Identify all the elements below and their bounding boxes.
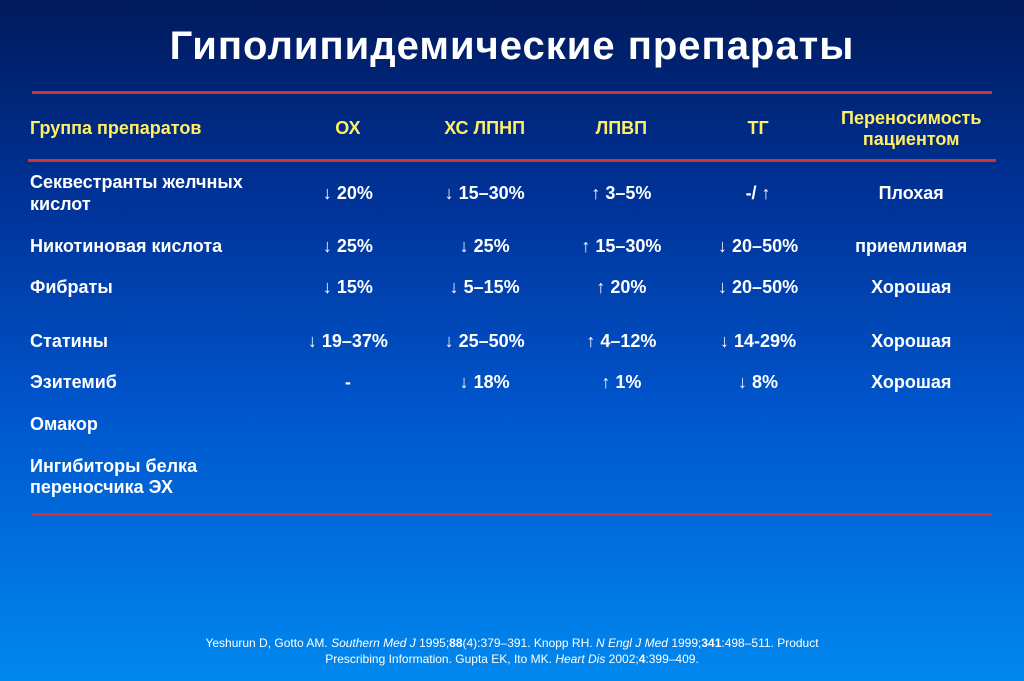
- table-row: Омакор: [28, 404, 996, 446]
- cell-ldl: ↓ 5–15%: [416, 267, 553, 309]
- cite-text: 2002;: [609, 652, 639, 666]
- cell-ox: ↓ 25%: [280, 226, 417, 268]
- th-group: Группа препаратов: [28, 102, 280, 161]
- cite-text: :498–511. Product: [721, 636, 818, 650]
- cell-tol: [826, 446, 996, 509]
- table-row: Ингибиторы белка переносчика ЭХ: [28, 446, 996, 509]
- cell-tg: ↓ 8%: [690, 362, 827, 404]
- cite-text: :399–409.: [645, 652, 698, 666]
- table-header-row: Группа препаратов ОХ ХС ЛПНП ЛПВП ТГ Пер…: [28, 102, 996, 161]
- table-row: Секвестранты желчных кислот ↓ 20% ↓ 15–3…: [28, 161, 996, 226]
- cite-journal: Southern Med J: [331, 636, 419, 650]
- th-ox: ОХ: [280, 102, 417, 161]
- cell-group: Никотиновая кислота: [28, 226, 280, 268]
- cell-tg: ↓ 14-29%: [690, 309, 827, 363]
- cell-group: Фибраты: [28, 267, 280, 309]
- cell-group: Омакор: [28, 404, 280, 446]
- cell-tg: [690, 404, 827, 446]
- cite-text: 1999;: [671, 636, 701, 650]
- cell-hdl: ↑ 3–5%: [553, 161, 690, 226]
- cell-tol: Плохая: [826, 161, 996, 226]
- cell-ox: ↓ 19–37%: [280, 309, 417, 363]
- th-tol: Переносимость пациентом: [826, 102, 996, 161]
- cell-tol: [826, 404, 996, 446]
- table-row: Эзитемиб - ↓ 18% ↑ 1% ↓ 8% Хорошая: [28, 362, 996, 404]
- cell-group: Эзитемиб: [28, 362, 280, 404]
- cell-hdl: [553, 404, 690, 446]
- cell-ldl: ↓ 25–50%: [416, 309, 553, 363]
- cell-tg: -/ ↑: [690, 161, 827, 226]
- cell-group: Секвестранты желчных кислот: [28, 161, 280, 226]
- cell-ldl: ↓ 15–30%: [416, 161, 553, 226]
- cite-vol: 341: [701, 636, 721, 650]
- cell-ox: [280, 404, 417, 446]
- cell-hdl: ↑ 20%: [553, 267, 690, 309]
- cell-ox: [280, 446, 417, 509]
- th-tg: ТГ: [690, 102, 827, 161]
- bottom-rule: [32, 513, 992, 516]
- cell-ldl: [416, 404, 553, 446]
- cell-ldl: ↓ 18%: [416, 362, 553, 404]
- cell-hdl: ↑ 4–12%: [553, 309, 690, 363]
- th-hdl: ЛПВП: [553, 102, 690, 161]
- cell-tol: приемлимая: [826, 226, 996, 268]
- cite-text: 1995;: [419, 636, 449, 650]
- drug-table: Группа препаратов ОХ ХС ЛПНП ЛПВП ТГ Пер…: [28, 102, 996, 509]
- cell-ox: -: [280, 362, 417, 404]
- cell-group: Статины: [28, 309, 280, 363]
- cell-hdl: ↑ 15–30%: [553, 226, 690, 268]
- cite-vol: 88: [449, 636, 462, 650]
- cell-ox: ↓ 15%: [280, 267, 417, 309]
- slide-title: Гиполипидемические препараты: [28, 24, 996, 69]
- cell-ldl: ↓ 25%: [416, 226, 553, 268]
- cell-tg: [690, 446, 827, 509]
- cell-tg: ↓ 20–50%: [690, 267, 827, 309]
- cell-hdl: ↑ 1%: [553, 362, 690, 404]
- cite-text: Yeshurun D, Gotto AM.: [205, 636, 331, 650]
- cell-ldl: [416, 446, 553, 509]
- table-row: Статины ↓ 19–37% ↓ 25–50% ↑ 4–12% ↓ 14-2…: [28, 309, 996, 363]
- cite-journal: Heart Dis: [555, 652, 608, 666]
- cell-tol: Хорошая: [826, 362, 996, 404]
- cell-tol: Хорошая: [826, 267, 996, 309]
- citation: Yeshurun D, Gotto AM. Southern Med J 199…: [0, 635, 1024, 667]
- top-rule: [32, 91, 992, 94]
- cell-hdl: [553, 446, 690, 509]
- cell-tol: Хорошая: [826, 309, 996, 363]
- cite-text: Prescribing Information. Gupta EK, Ito M…: [325, 652, 555, 666]
- table-row: Фибраты ↓ 15% ↓ 5–15% ↑ 20% ↓ 20–50% Хор…: [28, 267, 996, 309]
- cite-journal: N Engl J Med: [596, 636, 671, 650]
- cell-group: Ингибиторы белка переносчика ЭХ: [28, 446, 280, 509]
- slide: Гиполипидемические препараты Группа преп…: [0, 0, 1024, 681]
- cite-text: (4):379–391. Knopp RH.: [463, 636, 596, 650]
- th-ldl: ХС ЛПНП: [416, 102, 553, 161]
- cell-ox: ↓ 20%: [280, 161, 417, 226]
- cell-tg: ↓ 20–50%: [690, 226, 827, 268]
- table-row: Никотиновая кислота ↓ 25% ↓ 25% ↑ 15–30%…: [28, 226, 996, 268]
